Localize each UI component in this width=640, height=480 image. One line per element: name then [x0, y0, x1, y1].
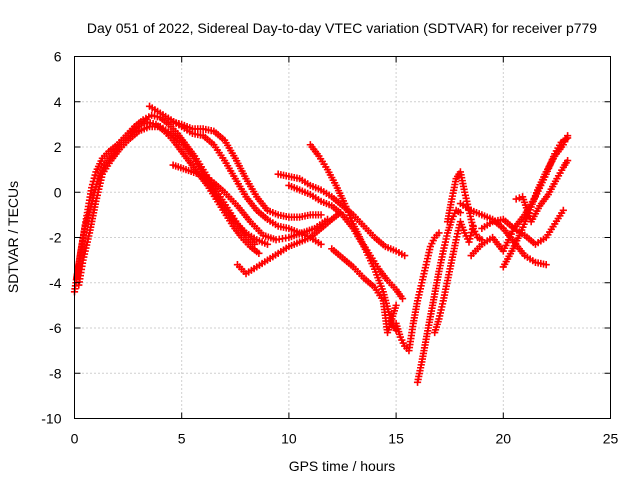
series-track-11 [328, 245, 400, 337]
data-point [401, 252, 409, 260]
y-axis-label: SDTVAR / TECUs [5, 181, 21, 293]
series-track-3 [75, 123, 272, 289]
data-point [255, 249, 263, 257]
series-track-5 [169, 118, 325, 221]
data-point [564, 132, 572, 140]
series-track-18 [478, 206, 567, 248]
data-point [317, 240, 325, 248]
x-tick-label: 20 [496, 431, 512, 447]
series-track-4 [145, 102, 325, 248]
series-track-6 [169, 161, 332, 244]
series-track-12 [392, 229, 443, 355]
grid [74, 56, 611, 419]
data-point [512, 195, 520, 203]
x-tick-label: 5 [178, 431, 186, 447]
data-point [542, 261, 550, 269]
data-point [317, 211, 325, 219]
chart-title: Day 051 of 2022, Sidereal Day-to-day VTE… [87, 20, 597, 36]
series-track-20 [512, 156, 572, 226]
data-point [564, 156, 572, 165]
axis-ticks: 0 5 10 15 20 25 -10 -8 -6 -4 -2 0 2 4 6 [41, 49, 618, 447]
data-point [398, 294, 407, 303]
x-tick-label: 10 [281, 431, 297, 447]
y-tick-label: -10 [41, 411, 61, 427]
y-tick-label: -8 [49, 365, 62, 381]
series-track-19 [499, 132, 572, 271]
data-point [559, 206, 567, 214]
data-point [435, 229, 443, 237]
y-tick-label: 0 [54, 184, 62, 200]
data-point [515, 194, 523, 202]
x-axis-label: GPS time / hours [289, 458, 396, 474]
series-track-9 [306, 141, 407, 303]
x-tick-label: 15 [388, 431, 404, 447]
y-tick-label: -6 [49, 320, 62, 336]
y-tick-label: 2 [54, 139, 62, 155]
data-points [70, 102, 572, 386]
x-tick-label: 0 [71, 431, 79, 447]
y-tick-label: 6 [54, 49, 62, 65]
series-track-7 [233, 209, 344, 278]
data-point [456, 209, 465, 217]
series-track-13 [413, 206, 465, 386]
x-tick-label: 25 [603, 431, 619, 447]
y-tick-label: -2 [49, 230, 62, 246]
data-point [263, 240, 272, 248]
data-point [392, 301, 400, 309]
y-tick-label: 4 [54, 94, 62, 110]
y-tick-label: -4 [49, 275, 62, 291]
